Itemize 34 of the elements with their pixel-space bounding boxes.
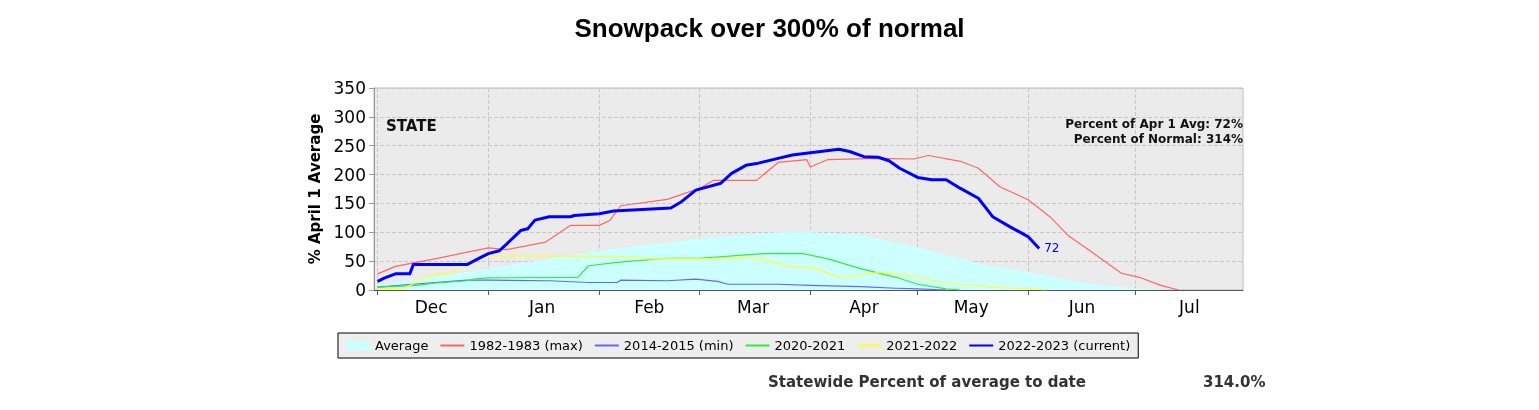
x-tick-label: Jul	[1178, 296, 1200, 317]
y-tick-label: 200	[333, 164, 366, 185]
data-label: 72	[1044, 241, 1060, 256]
text: 314.0%	[1203, 372, 1266, 391]
legend-label: 2022-2023 (current)	[998, 338, 1131, 353]
legend-label: 2020-2021	[774, 338, 846, 353]
y-tick-label: 50	[344, 251, 366, 272]
legend-label: Average	[375, 338, 429, 353]
x-tick-label: May	[953, 296, 989, 317]
x-tick-label: Feb	[634, 296, 665, 317]
line-series	[376, 154, 1180, 291]
y-tick-label: 350	[333, 78, 366, 98]
x-tick-label: Jan	[527, 296, 556, 317]
line-series	[376, 147, 1041, 283]
y-tick-label: 0	[355, 280, 366, 300]
annotation: Percent of Normal: 314%	[1073, 132, 1243, 146]
annotation: Percent of Apr 1 Avg: 72%	[1065, 117, 1243, 131]
y-axis-title: % April 1 Average	[306, 113, 325, 265]
legend-label: 2014-2015 (min)	[623, 338, 734, 353]
x-tick-label: Jun	[1067, 296, 1096, 317]
x-tick-label: Apr	[849, 296, 879, 317]
legend-label: 2021-2022	[886, 338, 958, 353]
line-series	[376, 253, 962, 291]
y-tick-label: 250	[333, 135, 366, 156]
x-tick-label: Dec	[414, 296, 448, 317]
chart-title: Snowpack over 300% of normal	[574, 13, 965, 43]
annotation: STATE	[386, 116, 437, 135]
line-series	[376, 255, 1047, 291]
x-tick-label: Mar	[737, 296, 770, 317]
legend-label: 1982-1983 (max)	[469, 338, 583, 353]
y-tick-label: 100	[333, 222, 366, 243]
y-tick-label: 300	[333, 106, 366, 127]
text: Statewide Percent of average to date	[768, 372, 1086, 391]
y-tick-label: 150	[333, 193, 366, 214]
